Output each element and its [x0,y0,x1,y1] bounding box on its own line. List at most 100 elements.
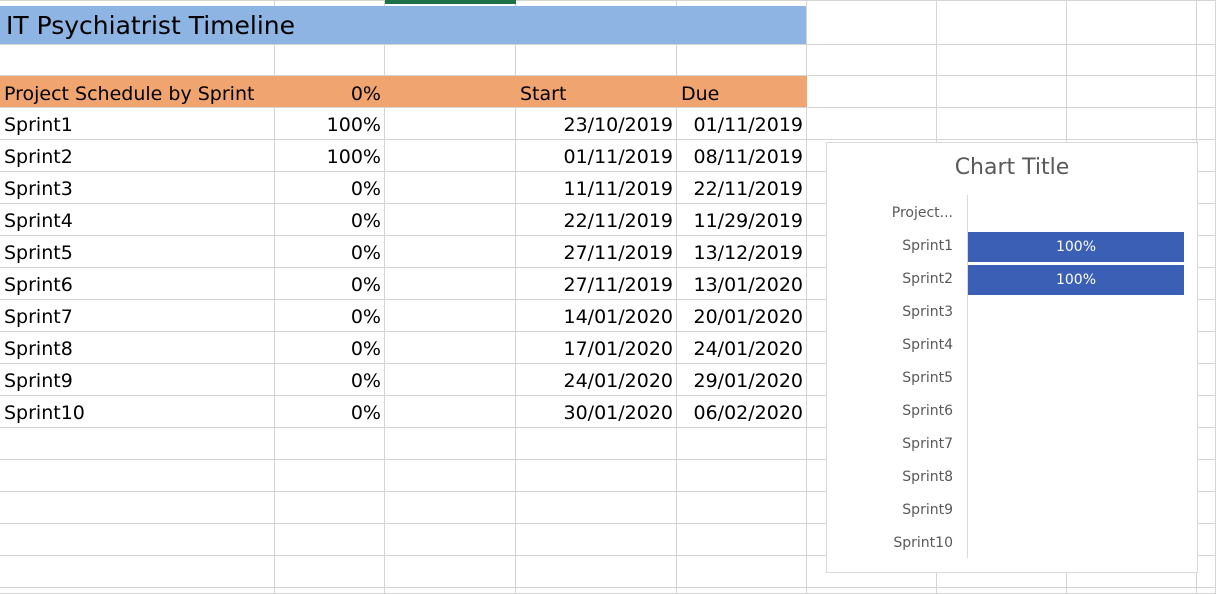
row-start-date[interactable]: 22/11/2019 [563,210,673,232]
grid-cell[interactable] [275,396,385,428]
grid-cell[interactable] [516,300,677,332]
grid-cell[interactable] [807,45,937,76]
row-percent[interactable]: 0% [350,242,381,264]
grid-cell[interactable] [1197,236,1216,268]
grid-cell[interactable] [1197,460,1216,492]
grid-cell[interactable] [516,428,677,460]
grid-cell[interactable] [807,0,937,45]
grid-cell[interactable] [0,172,275,204]
grid-cell[interactable] [0,45,275,76]
grid-cell[interactable] [0,556,275,588]
grid-cell[interactable] [385,108,516,140]
grid-cell[interactable] [385,556,516,588]
row-start-date[interactable]: 11/11/2019 [563,178,673,200]
grid-cell[interactable] [677,428,807,460]
grid-cell[interactable] [385,268,516,300]
grid-cell[interactable] [0,108,275,140]
grid-cell[interactable] [275,332,385,364]
row-due-date[interactable]: 06/02/2020 [693,402,803,424]
grid-cell[interactable] [677,140,807,172]
row-percent[interactable]: 0% [350,274,381,296]
grid-cell[interactable] [275,300,385,332]
grid-cell[interactable] [677,268,807,300]
grid-cell[interactable] [385,172,516,204]
grid-cell[interactable] [1197,332,1216,364]
grid-cell[interactable] [1197,428,1216,460]
grid-cell[interactable] [1197,172,1216,204]
grid-cell[interactable] [516,140,677,172]
grid-cell[interactable] [516,492,677,524]
grid-cell[interactable] [275,172,385,204]
grid-cell[interactable] [385,204,516,236]
grid-cell[interactable] [1197,45,1216,76]
grid-cell[interactable] [516,460,677,492]
grid-cell[interactable] [0,140,275,172]
grid-cell[interactable] [385,492,516,524]
row-percent[interactable]: 100% [326,114,381,136]
grid-cell[interactable] [516,45,677,76]
grid-cell[interactable] [1067,108,1197,140]
grid-cell[interactable] [677,396,807,428]
grid-cell[interactable] [677,492,807,524]
grid-cell[interactable] [0,364,275,396]
grid-cell[interactable] [0,236,275,268]
grid-cell[interactable] [807,108,937,140]
row-due-date[interactable]: 13/01/2020 [693,274,803,296]
grid-cell[interactable] [275,236,385,268]
grid-cell[interactable] [0,300,275,332]
grid-cell[interactable] [1197,108,1216,140]
row-sprint-name[interactable]: Sprint3 [4,178,73,200]
grid-cell[interactable] [385,460,516,492]
grid-cell[interactable] [0,588,275,594]
grid-cell[interactable] [937,45,1067,76]
grid-cell[interactable] [385,396,516,428]
header-start[interactable]: Start [516,76,677,108]
grid-cell[interactable] [0,204,275,236]
row-percent[interactable]: 0% [350,306,381,328]
grid-cell[interactable] [1197,364,1216,396]
row-sprint-name[interactable]: Sprint7 [4,306,73,328]
grid-cell[interactable] [516,268,677,300]
grid-cell[interactable] [937,588,1067,594]
grid-cell[interactable] [677,108,807,140]
grid-cell[interactable] [807,76,937,108]
row-percent[interactable]: 0% [350,178,381,200]
grid-cell[interactable] [385,524,516,556]
header-project-schedule[interactable]: Project Schedule by Sprint [0,76,275,108]
header-due[interactable]: Due [677,76,807,108]
grid-cell[interactable] [385,588,516,594]
grid-cell[interactable] [516,588,677,594]
grid-cell[interactable] [275,556,385,588]
grid-cell[interactable] [275,268,385,300]
grid-cell[interactable] [807,588,937,594]
grid-cell[interactable] [1197,524,1216,556]
grid-cell[interactable] [677,460,807,492]
grid-cell[interactable] [275,108,385,140]
row-start-date[interactable]: 27/11/2019 [563,242,673,264]
grid-cell[interactable] [1067,76,1197,108]
grid-cell[interactable] [385,140,516,172]
row-sprint-name[interactable]: Sprint9 [4,370,73,392]
grid-cell[interactable] [1197,0,1216,45]
grid-cell[interactable] [1197,588,1216,594]
grid-cell[interactable] [385,45,516,76]
grid-cell[interactable] [0,396,275,428]
row-percent[interactable]: 0% [350,338,381,360]
grid-cell[interactable] [516,396,677,428]
row-percent[interactable]: 0% [350,402,381,424]
grid-cell[interactable] [1197,300,1216,332]
grid-cell[interactable] [516,524,677,556]
grid-cell[interactable] [0,268,275,300]
chart-title[interactable]: Chart Title [954,155,1070,180]
header-percent[interactable]: 0% [275,76,385,108]
header-blank[interactable] [385,76,516,108]
grid-cell[interactable] [516,204,677,236]
chart-bar[interactable]: 100% [968,265,1184,295]
grid-cell[interactable] [937,76,1067,108]
grid-cell[interactable] [1197,268,1216,300]
grid-cell[interactable] [275,460,385,492]
row-sprint-name[interactable]: Sprint6 [4,274,73,296]
grid-cell[interactable] [516,556,677,588]
row-start-date[interactable]: 24/01/2020 [563,370,673,392]
grid-cell[interactable] [275,492,385,524]
